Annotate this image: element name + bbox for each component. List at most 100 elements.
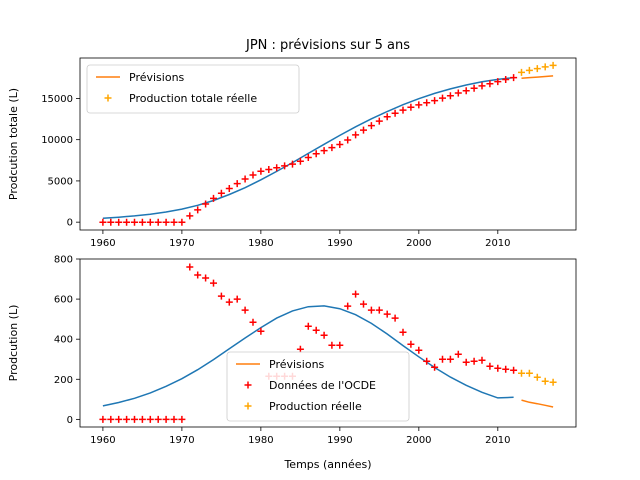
data-point — [138, 218, 146, 226]
data-point — [446, 355, 454, 363]
data-point — [107, 218, 115, 226]
legend-box — [226, 351, 410, 422]
data-point — [494, 78, 502, 86]
data-point — [154, 218, 162, 226]
legend-swatch — [244, 402, 252, 410]
data-point — [225, 185, 233, 192]
data-point — [470, 357, 478, 365]
data-point — [407, 103, 415, 111]
data-point — [146, 415, 154, 423]
legend-box — [86, 64, 300, 114]
data-point — [289, 160, 296, 168]
data-point — [217, 292, 225, 300]
data-point — [328, 144, 336, 152]
data-point — [107, 415, 115, 423]
data-point — [510, 74, 518, 82]
data-point — [123, 415, 131, 423]
legend-swatch — [244, 381, 252, 389]
data-point — [423, 357, 431, 365]
data-point — [186, 212, 194, 220]
legend: Prévisions Données de l'OCDE Production ré… — [226, 351, 410, 422]
data-point — [249, 318, 257, 326]
data-point — [486, 80, 494, 88]
data-point — [399, 328, 407, 336]
data-point — [407, 340, 415, 348]
data-point — [375, 117, 383, 125]
top-panel: 1960 1970 1980 1990 2000 2010 0 5000 10000 15000 J… — [7, 38, 577, 249]
data-point — [99, 218, 107, 226]
data-point — [336, 341, 344, 349]
series-line-0 — [102, 305, 514, 407]
data-point — [257, 167, 265, 175]
data-point — [312, 150, 320, 158]
data-point — [115, 218, 123, 226]
data-point — [367, 122, 375, 130]
data-point — [170, 415, 178, 423]
x-tick-label: 1960 — [90, 435, 115, 446]
x-tick-label: 1990 — [327, 238, 352, 249]
y-tick-label: 400 — [54, 335, 73, 346]
data-point — [225, 298, 233, 306]
legend-swatch — [104, 94, 112, 102]
x-tick-label: 1970 — [169, 238, 194, 249]
data-point — [281, 162, 289, 170]
data-point — [415, 346, 423, 354]
data-point — [431, 363, 439, 371]
bottom-panel: 1960 1970 1980 1990 2000 2010 0 200 400 600 800 Tem… — [7, 255, 577, 471]
data-point — [446, 92, 454, 100]
data-point — [257, 327, 265, 335]
series-markers-2 — [99, 74, 518, 226]
data-point — [162, 218, 170, 226]
data-point — [115, 415, 123, 423]
data-point — [241, 175, 249, 183]
data-point — [296, 157, 304, 165]
y-axis-label: Prodcution (L) — [7, 305, 20, 382]
x-tick-label: 1990 — [327, 435, 352, 446]
data-point — [470, 84, 478, 92]
x-tick-label: 2000 — [406, 238, 431, 249]
data-point — [202, 274, 210, 282]
data-point — [360, 300, 367, 308]
data-point — [439, 94, 446, 102]
data-point — [344, 302, 352, 310]
data-point — [415, 101, 423, 109]
x-axis-label: Temps (années) — [283, 458, 371, 471]
data-point — [170, 218, 178, 226]
y-tick-label: 15000 — [41, 94, 73, 105]
series-line-1 — [521, 399, 554, 408]
data-point — [549, 378, 557, 386]
data-point — [320, 147, 328, 155]
data-point — [541, 63, 549, 71]
legend-label: Prévisions — [129, 71, 185, 84]
series-markers-2 — [99, 263, 518, 423]
data-point — [344, 136, 352, 144]
data-point — [336, 141, 344, 148]
data-point — [462, 87, 470, 95]
plot-frame — [79, 258, 577, 428]
x-tick-label: 2010 — [485, 238, 510, 249]
data-point — [502, 76, 510, 83]
data-point — [210, 194, 217, 202]
data-point — [328, 341, 336, 349]
y-tick-label: 0 — [67, 415, 73, 426]
x-tick-label: 1970 — [169, 435, 194, 446]
data-point — [533, 65, 541, 73]
data-point — [510, 366, 518, 374]
data-point — [360, 126, 367, 134]
y-tick-label: 0 — [67, 218, 73, 229]
data-point — [533, 373, 541, 381]
series-line-1 — [521, 75, 554, 80]
data-point — [352, 290, 360, 298]
data-point — [210, 279, 217, 287]
data-point — [304, 154, 312, 161]
data-point — [518, 68, 525, 76]
legend-label: Production totale réelle — [129, 92, 257, 105]
data-point — [241, 306, 249, 314]
data-point — [518, 369, 525, 377]
data-point — [202, 200, 210, 208]
data-point — [146, 218, 154, 226]
legend-label: Production réelle — [269, 400, 362, 413]
y-tick-label: 5000 — [48, 176, 73, 187]
data-point — [249, 171, 257, 179]
